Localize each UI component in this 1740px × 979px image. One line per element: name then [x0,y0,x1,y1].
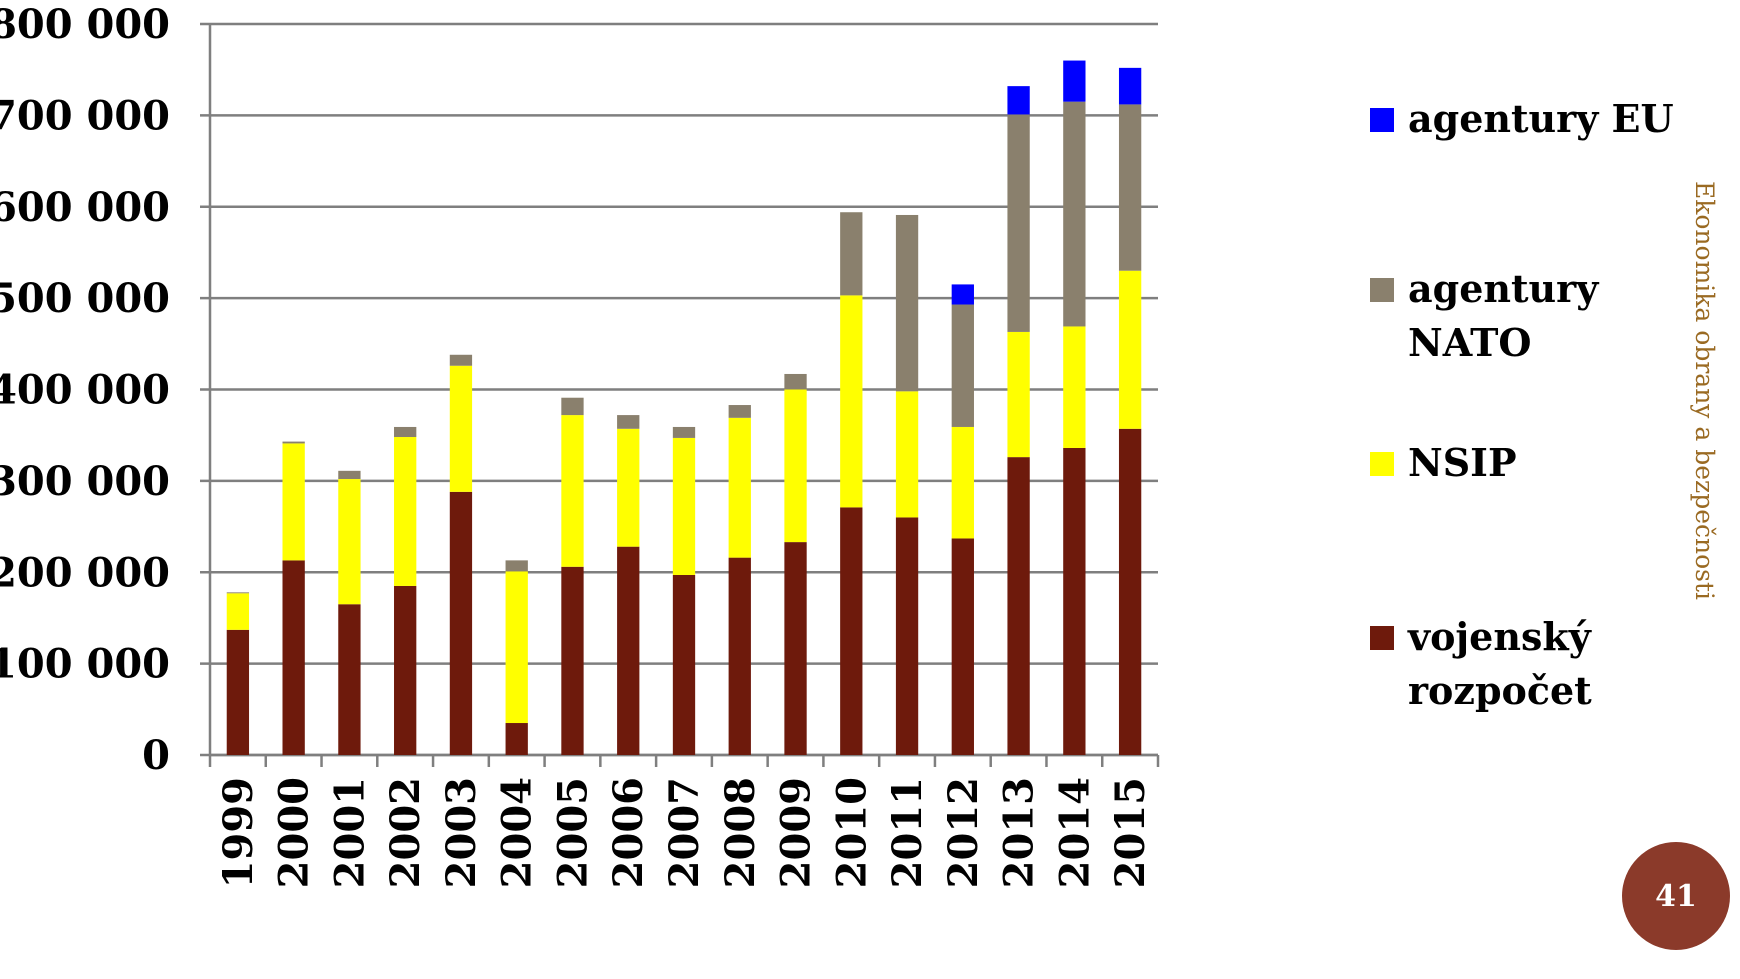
legend-label: agentury EU [1408,96,1674,141]
legend-swatch [1370,626,1394,650]
bar-segment [1007,457,1030,755]
bar-segment [505,571,528,724]
page-number: 41 [1655,878,1697,914]
bar-segment [561,397,584,416]
bar-segment [1063,447,1086,755]
legend-label: NSIP [1408,440,1517,485]
bar-segment [1007,331,1030,458]
x-tick-label: 2015 [1107,777,1154,888]
x-tick-label: 2002 [382,777,429,888]
bar-segment [672,437,696,575]
y-tick-label: 100 000 [0,641,170,688]
bar-segment [617,546,640,755]
bar-segment [728,417,751,558]
bar-segment [1118,428,1142,755]
bar-segment [617,428,640,547]
x-tick-label: 2000 [271,777,318,888]
y-tick-label: 600 000 [0,184,170,231]
stacked-bar-chart: 0 100 000 200 000 300 000 400 000 500 000 600 … [0,1,1160,888]
bar-segment [784,542,807,755]
x-tick-label: 2013 [996,777,1043,888]
bar-segment [951,538,974,755]
x-tick-label: 2012 [940,777,987,888]
bar-segment [1118,270,1142,429]
bar-segment [505,560,528,572]
bar-segment [394,426,417,438]
x-tick-label: 2004 [494,777,541,888]
bar-segment [338,479,361,605]
x-tick-label: 2009 [773,777,820,888]
page-number-badge: 41 [1622,842,1730,950]
bar-segment [282,441,305,444]
bar-segment [895,517,919,755]
bar-segment [951,426,974,539]
legend-label: vojenský rozpočet [1408,614,1592,713]
legend-swatch [1370,278,1394,302]
legend-item: NSIP [1370,436,1517,490]
legend-label: agentury NATO [1408,266,1599,365]
chart-legend: agentury EU agentury NATO NSIP vojenský roz… [1370,0,1710,979]
y-tick-label: 200 000 [0,549,170,596]
bar-segment [672,426,696,438]
bar-segment [394,585,417,755]
legend-swatch [1370,452,1394,476]
legend-item: agentury NATO [1370,262,1598,370]
x-tick-label: 2010 [828,777,875,888]
x-tick-label: 2005 [549,777,596,888]
bar-segment [672,574,696,755]
x-tick-label: 2007 [661,777,708,888]
bar-segment [1063,60,1086,102]
bar-segment [1007,114,1030,332]
bar-segment [561,566,584,755]
x-tick-label: 2003 [438,777,485,888]
bar-segment [1063,326,1086,448]
y-tick-label: 500 000 [0,275,170,322]
bar-segment [840,295,863,508]
bar-segment [226,592,250,594]
legend-swatch [1370,108,1394,132]
x-tick-label: 2001 [326,777,373,888]
bar-segment [895,391,919,518]
bar-segment [951,304,974,427]
y-tick-label: 0 [142,732,170,779]
x-tick-label: 2014 [1051,777,1098,888]
bar-segment [505,723,528,755]
bar-segment [617,415,640,429]
bar-segment [282,443,305,561]
legend-item: agentury EU [1370,92,1674,146]
bar-segment [728,557,751,755]
bar-segment [1063,101,1086,327]
bar-segment [561,415,584,567]
bar-segment [226,593,250,630]
bar-segment [338,470,361,480]
y-tick-label: 300 000 [0,458,170,505]
bar-segment [282,560,305,755]
bar-segment [951,284,974,305]
bar-segment [338,604,361,755]
bar-segment [226,629,250,755]
bar-segment [1118,67,1142,105]
x-tick-label: 1999 [215,777,262,888]
bar-segment [840,212,863,296]
y-tick-label: 700 000 [0,92,170,139]
bar-segment [840,507,863,755]
bar-segment [1118,104,1142,271]
x-tick-label: 2006 [605,777,652,888]
bar-segment [728,405,751,418]
bar-segment [895,214,919,392]
bar-segment [449,491,473,755]
y-tick-label: 400 000 [0,367,170,414]
bar-segment [449,365,473,492]
side-caption: Ekonomika obrany a bezpečnosti [1675,140,1735,640]
bar-segment [784,389,807,543]
bar-segment [449,354,473,366]
y-tick-label: 800 000 [0,1,170,48]
x-tick-label: 2011 [884,777,931,888]
x-tick-label: 2008 [717,777,764,888]
bar-segment [394,437,417,586]
side-caption-text: Ekonomika obrany a bezpečnosti [1690,180,1720,600]
bar-segment [1007,86,1030,115]
bar-segment [784,373,807,390]
legend-item: vojenský rozpočet [1370,610,1592,718]
